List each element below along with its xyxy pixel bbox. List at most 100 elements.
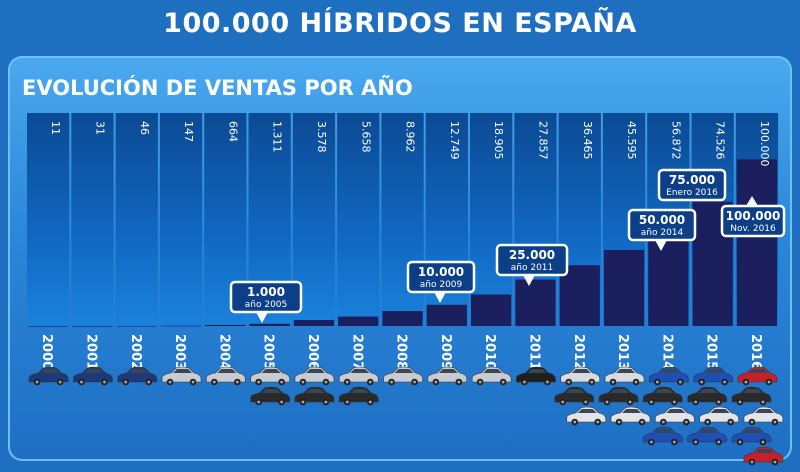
value-label-2007: 5.658 [359, 121, 372, 153]
car-icon [554, 386, 595, 406]
year-label-2014: 2014 [659, 334, 674, 370]
milestone-pointer-5 [746, 196, 758, 206]
value-label-2013: 45.595 [625, 121, 638, 160]
milestone-value-0: 1.000 [247, 285, 285, 299]
column-bg-2000 [27, 113, 70, 326]
milestone-pointer-1 [434, 292, 446, 303]
milestone-box-1 [406, 260, 476, 294]
column-bg-2003 [159, 113, 203, 326]
car-icon [643, 386, 683, 406]
column-bg-2001 [71, 113, 114, 326]
car-icon [338, 366, 379, 386]
year-label-2007: 2007 [349, 334, 364, 370]
value-label-2010: 18.905 [492, 121, 505, 160]
value-label-2000: 11 [49, 121, 62, 135]
bar-2014 [648, 231, 689, 326]
value-label-2008: 8.962 [404, 121, 417, 153]
milestone-box-3 [627, 208, 697, 242]
year-label-2008: 2008 [394, 334, 409, 370]
value-label-2011: 27.857 [536, 121, 549, 160]
value-label-2016: 100.000 [758, 121, 771, 167]
milestone-label-1: año 2009 [420, 280, 463, 290]
milestone-label-3: año 2014 [641, 228, 684, 238]
bar-2007 [338, 316, 379, 326]
bar-2012 [559, 265, 600, 326]
bar-2002 [116, 325, 157, 327]
car-icon [731, 426, 772, 446]
car-icon [566, 406, 607, 426]
car-icon [731, 386, 772, 406]
bar-2006 [293, 320, 335, 326]
car-icon [294, 366, 335, 386]
year-label-2012: 2012 [571, 334, 586, 370]
car-icon [610, 406, 651, 426]
bar-2010 [471, 294, 512, 326]
car-icon [604, 366, 645, 386]
year-label-2009: 2009 [438, 334, 453, 370]
milestone-label-2: año 2011 [511, 263, 554, 273]
value-label-2009: 12.749 [448, 121, 461, 160]
value-label-2015: 74.526 [714, 121, 727, 160]
car-icon [687, 386, 727, 406]
year-label-2003: 2003 [172, 334, 187, 370]
value-label-2014: 56.872 [669, 121, 682, 160]
bar-2001 [72, 325, 113, 327]
main-title: 100.000 HÍBRIDOS EN ESPAÑA [163, 8, 637, 39]
car-icon [560, 366, 601, 386]
year-label-2004: 2004 [216, 334, 231, 370]
car-icon [649, 366, 689, 386]
car-icon [516, 366, 556, 386]
milestone-label-4: Enero 2016 [666, 188, 718, 198]
bar-2009 [426, 304, 467, 326]
car-icon [383, 366, 423, 386]
value-label-2004: 664 [226, 121, 239, 142]
milestone-value-5: 100.000 [726, 209, 781, 223]
value-label-2005: 1.311 [271, 121, 284, 153]
bar-2016 [736, 159, 778, 326]
car-icon [206, 366, 246, 386]
year-label-2015: 2015 [704, 334, 719, 370]
year-label-2010: 2010 [482, 334, 497, 370]
car-icon [250, 366, 290, 386]
value-label-2002: 46 [138, 121, 151, 135]
milestone-value-1: 10.000 [418, 265, 464, 279]
year-label-2016: 2016 [748, 334, 763, 370]
milestone-value-2: 25.000 [509, 248, 555, 262]
bar-2004 [205, 324, 246, 326]
car-icon [28, 366, 69, 386]
value-label-2001: 31 [93, 121, 106, 135]
milestone-box-4 [657, 168, 727, 202]
milestone-box-2 [495, 243, 569, 277]
value-label-2006: 3.578 [315, 121, 328, 153]
milestone-pointer-3 [655, 240, 667, 251]
car-icon [743, 406, 784, 426]
column-bg-2010 [470, 113, 513, 326]
car-icon [117, 366, 158, 386]
year-label-2002: 2002 [128, 334, 143, 370]
milestone-box-5 [720, 204, 786, 238]
car-icon [737, 366, 778, 386]
car-icon [655, 406, 695, 426]
milestone-pointer-2 [523, 275, 535, 286]
bar-2011 [515, 279, 556, 326]
year-label-2011: 2011 [526, 334, 541, 370]
bar-2000 [28, 325, 69, 327]
car-icon [699, 406, 739, 426]
year-label-2005: 2005 [261, 334, 276, 370]
milestone-value-3: 50.000 [639, 213, 685, 227]
milestone-box-0 [229, 280, 303, 314]
value-label-2003: 147 [182, 121, 195, 142]
car-icon [693, 366, 733, 386]
car-icon [598, 386, 639, 406]
year-label-2006: 2006 [305, 334, 320, 370]
year-label-2013: 2013 [615, 334, 630, 370]
car-icon [643, 426, 683, 446]
column-bg-2007 [337, 113, 380, 326]
milestone-pointer-0 [256, 312, 268, 323]
car-icon [294, 386, 335, 406]
chart-subtitle: EVOLUCIÓN DE VENTAS POR AÑO [22, 76, 413, 100]
car-icon [471, 366, 512, 386]
car-icon [427, 366, 468, 386]
year-label-2001: 2001 [83, 334, 98, 370]
bar-2008 [382, 311, 423, 326]
